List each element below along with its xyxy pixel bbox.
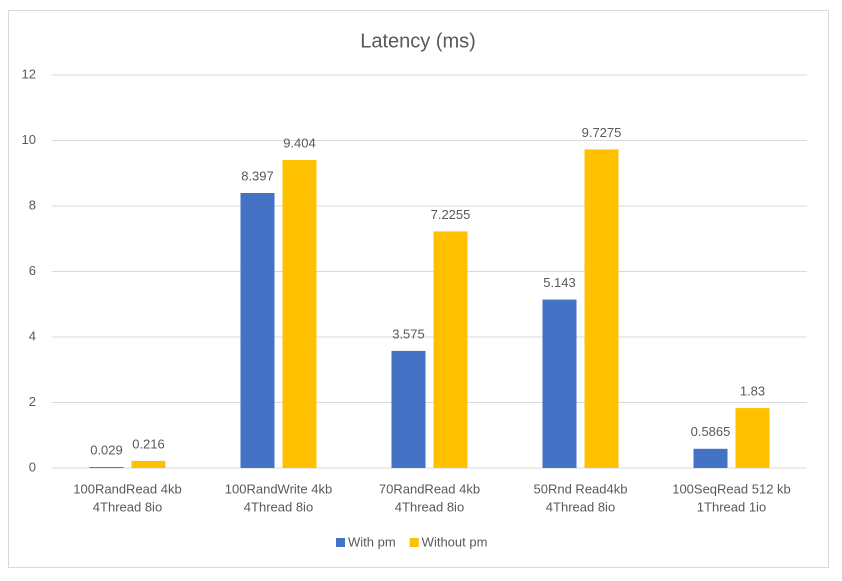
y-tick-label: 8 xyxy=(29,197,36,212)
value-label: 9.404 xyxy=(283,135,316,150)
value-label: 5.143 xyxy=(543,275,576,290)
value-label: 8.397 xyxy=(241,168,274,183)
legend-label: Without pm xyxy=(422,534,488,549)
value-label: 3.575 xyxy=(392,326,425,341)
value-label: 9.7275 xyxy=(582,125,622,140)
x-tick-label: 100RandWrite 4kb xyxy=(225,481,332,496)
value-label: 0.5865 xyxy=(691,424,731,439)
bar xyxy=(391,350,426,468)
value-label: 7.2255 xyxy=(431,207,471,222)
y-tick-label: 0 xyxy=(29,459,36,474)
bar xyxy=(240,192,275,469)
x-tick-label: 4Thread 8io xyxy=(244,499,313,514)
x-tick-label: 100SeqRead 512 kb xyxy=(672,481,791,496)
legend-swatch xyxy=(409,538,419,547)
chart-border xyxy=(8,10,829,568)
bar xyxy=(131,460,166,468)
y-tick-label: 4 xyxy=(29,328,36,343)
y-tick-label: 6 xyxy=(29,263,36,278)
bar xyxy=(282,160,317,469)
value-label: 0.216 xyxy=(132,436,165,451)
bar xyxy=(542,299,577,468)
bar xyxy=(735,408,770,468)
y-tick-label: 2 xyxy=(29,394,36,409)
bar xyxy=(433,231,468,468)
legend-swatch xyxy=(336,538,345,547)
bar xyxy=(584,149,619,468)
x-tick-label: 100RandRead 4kb xyxy=(73,481,181,496)
y-tick-label: 12 xyxy=(22,66,36,81)
legend-label: With pm xyxy=(348,534,396,549)
x-tick-label: 70RandRead 4kb xyxy=(379,481,480,496)
x-tick-label: 4Thread 8io xyxy=(395,499,464,514)
chart-title: Latency (ms) xyxy=(360,30,476,52)
x-tick-label: 4Thread 8io xyxy=(546,499,615,514)
bar xyxy=(693,448,728,468)
value-label: 1.83 xyxy=(740,384,765,399)
x-tick-label: 4Thread 8io xyxy=(93,499,162,514)
value-label: 0.029 xyxy=(90,442,123,457)
x-tick-label: 50Rnd Read4kb xyxy=(534,481,628,496)
x-tick-label: 1Thread 1io xyxy=(697,499,766,514)
bar xyxy=(89,467,124,468)
y-tick-label: 10 xyxy=(22,132,36,147)
